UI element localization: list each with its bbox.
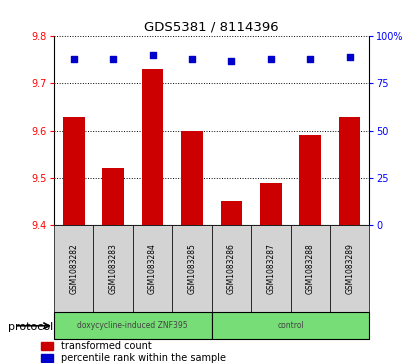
Text: GSM1083288: GSM1083288 <box>306 243 315 294</box>
Bar <box>172 225 212 312</box>
Text: GSM1083282: GSM1083282 <box>69 243 78 294</box>
Text: doxycycline-induced ZNF395: doxycycline-induced ZNF395 <box>78 321 188 330</box>
Point <box>110 56 117 62</box>
Bar <box>54 225 93 312</box>
Text: protocol: protocol <box>8 322 54 332</box>
Bar <box>212 312 369 339</box>
Bar <box>339 117 361 225</box>
Bar <box>54 312 212 339</box>
Text: control: control <box>277 321 304 330</box>
Title: GDS5381 / 8114396: GDS5381 / 8114396 <box>144 21 279 34</box>
Bar <box>220 201 242 225</box>
Text: GSM1083284: GSM1083284 <box>148 243 157 294</box>
Text: transformed count: transformed count <box>61 341 152 351</box>
Point <box>228 58 235 64</box>
Text: GSM1083289: GSM1083289 <box>345 243 354 294</box>
Point <box>189 56 195 62</box>
Bar <box>41 342 53 350</box>
Bar <box>63 117 85 225</box>
Point <box>307 56 314 62</box>
Text: GSM1083287: GSM1083287 <box>266 243 275 294</box>
Bar <box>41 354 53 362</box>
Bar <box>102 168 124 225</box>
Point <box>347 54 353 60</box>
Text: GSM1083285: GSM1083285 <box>188 243 196 294</box>
Bar <box>251 225 290 312</box>
Bar <box>212 225 251 312</box>
Bar <box>93 225 133 312</box>
Bar <box>181 131 203 225</box>
Text: percentile rank within the sample: percentile rank within the sample <box>61 352 226 363</box>
Bar <box>133 225 172 312</box>
Bar <box>330 225 369 312</box>
Text: GSM1083286: GSM1083286 <box>227 243 236 294</box>
Point <box>149 52 156 58</box>
Text: GSM1083283: GSM1083283 <box>109 243 117 294</box>
Bar <box>260 183 282 225</box>
Point <box>268 56 274 62</box>
Point <box>71 56 77 62</box>
Bar <box>142 69 164 225</box>
Bar <box>290 225 330 312</box>
Bar <box>299 135 321 225</box>
